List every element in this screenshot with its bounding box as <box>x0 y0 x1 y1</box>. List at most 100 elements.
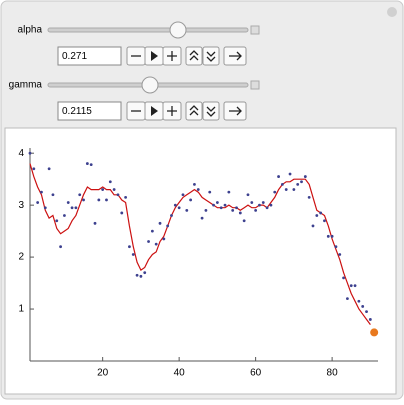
data-point <box>82 198 85 202</box>
panel-menu[interactable] <box>387 7 397 17</box>
expand-toggle[interactable] <box>250 80 260 90</box>
data-point <box>47 167 51 171</box>
data-point <box>227 190 231 194</box>
data-point <box>215 201 219 204</box>
data-point <box>55 219 59 223</box>
data-point <box>105 198 108 202</box>
y-tick-label: 2 <box>18 252 24 263</box>
icon-faster <box>189 50 199 61</box>
x-tick-label: 80 <box>327 368 339 379</box>
data-point <box>365 310 368 314</box>
value-text: 0.2115 <box>62 106 92 117</box>
data-point <box>101 188 105 191</box>
data-point <box>200 216 204 220</box>
data-point <box>235 206 238 210</box>
data-point <box>323 219 326 223</box>
data-point <box>296 182 300 186</box>
slider-track[interactable] <box>47 27 249 33</box>
data-point <box>330 234 334 238</box>
data-point <box>231 208 235 212</box>
data-point <box>43 206 47 210</box>
data-point <box>59 245 62 249</box>
icon-plus <box>167 106 177 116</box>
data-point <box>70 206 74 210</box>
data-point <box>368 318 372 321</box>
icon-direction <box>229 51 242 61</box>
data-point <box>288 172 292 176</box>
data-point <box>307 195 311 199</box>
data-point <box>185 208 189 212</box>
data-point <box>242 219 246 223</box>
data-point <box>273 190 277 194</box>
data-point <box>28 151 32 155</box>
data-point <box>181 193 185 197</box>
data-point <box>131 253 135 256</box>
data-point <box>280 182 284 186</box>
data-point <box>85 162 89 165</box>
data-point <box>223 203 227 207</box>
data-point <box>51 193 55 197</box>
data-point <box>334 245 338 249</box>
expand-toggle[interactable] <box>250 25 260 35</box>
value-input[interactable] <box>57 46 122 66</box>
data-point <box>357 299 361 303</box>
control-label: gamma <box>9 80 43 91</box>
data-point <box>219 206 223 210</box>
x-tick-label: 40 <box>174 368 186 379</box>
data-point <box>173 203 177 207</box>
data-point <box>238 211 242 215</box>
y-tick-label: 3 <box>18 200 24 211</box>
data-point <box>326 234 330 238</box>
y-tick-label: 4 <box>18 148 24 159</box>
data-point <box>353 284 357 288</box>
data-point <box>66 201 70 204</box>
data-point <box>196 188 200 191</box>
value-input[interactable] <box>57 101 122 121</box>
data-point <box>162 237 166 241</box>
data-point <box>154 242 158 246</box>
data-point <box>265 206 269 210</box>
data-point <box>246 193 250 197</box>
data-point <box>150 229 154 233</box>
data-point <box>108 180 112 184</box>
data-point <box>147 240 150 243</box>
data-point <box>258 203 261 207</box>
data-point <box>319 211 323 215</box>
data-point <box>342 276 345 280</box>
x-tick-label: 20 <box>97 368 109 379</box>
value-text: 0.271 <box>62 51 87 62</box>
control-label: alpha <box>18 25 43 36</box>
data-point <box>120 211 124 215</box>
icon-slower <box>206 51 216 62</box>
data-point <box>158 221 162 225</box>
slider-thumb[interactable] <box>169 21 187 39</box>
data-point <box>208 190 212 194</box>
data-point <box>250 201 254 204</box>
smooth-line <box>29 163 371 325</box>
data-point <box>74 206 78 210</box>
data-point <box>89 163 93 167</box>
y-tick-label: 1 <box>18 304 24 315</box>
data-point <box>170 214 173 217</box>
icon-slower <box>206 106 216 117</box>
icon-play <box>151 51 158 61</box>
data-point <box>124 195 128 199</box>
data-point <box>36 201 40 204</box>
data-point <box>292 188 296 191</box>
data-point <box>204 208 208 212</box>
data-point <box>116 193 120 197</box>
data-point <box>32 167 36 171</box>
icon-play <box>151 106 158 116</box>
data-point <box>311 224 315 228</box>
data-point <box>193 182 196 186</box>
data-point <box>166 224 170 228</box>
data-point <box>315 214 319 217</box>
icon-faster <box>189 105 199 116</box>
data-point <box>254 208 258 212</box>
slider-thumb[interactable] <box>141 76 159 94</box>
data-point <box>139 274 143 278</box>
x-tick-label: 60 <box>250 368 262 379</box>
data-point <box>93 221 97 225</box>
data-point <box>346 297 349 301</box>
